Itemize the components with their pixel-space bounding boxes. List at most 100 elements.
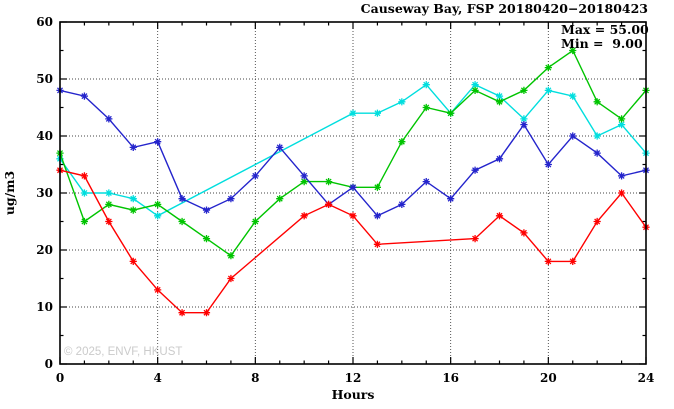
x-tick-label: 8	[251, 371, 259, 385]
series-green-marker	[276, 195, 284, 203]
series-red-marker	[154, 286, 162, 294]
series-blue-marker	[202, 206, 211, 214]
series-blue-marker	[373, 212, 382, 220]
series-green-marker	[617, 115, 626, 123]
y-tick-label: 30	[36, 186, 53, 200]
series-blue-marker	[495, 155, 504, 163]
series-red-marker	[129, 257, 137, 265]
series-green-marker	[227, 252, 235, 260]
series-red-marker	[569, 257, 577, 265]
max-annotation: Max = 55.00	[561, 22, 649, 37]
y-tick-label: 0	[45, 357, 53, 371]
watermark: © 2025, ENVF, HKUST	[64, 346, 182, 358]
series-red	[56, 166, 650, 317]
series-red-marker	[349, 212, 357, 220]
series-blue-marker	[178, 195, 186, 203]
series-cyan-marker	[593, 132, 601, 140]
series-cyan-marker	[398, 98, 406, 106]
chart-title: Causeway Bay, FSP 20180420−20180423	[361, 1, 648, 16]
gridlines	[60, 22, 646, 364]
x-tick-label: 12	[345, 371, 362, 385]
series-blue-marker	[300, 172, 308, 180]
series-cyan-marker	[129, 195, 137, 203]
series-blue-marker	[276, 143, 284, 151]
x-tick-label: 0	[56, 371, 64, 385]
series-blue-marker	[80, 92, 89, 100]
series-red-marker	[593, 217, 601, 226]
series-red-marker	[105, 217, 113, 226]
series-blue-marker	[471, 166, 479, 174]
series-green-marker	[300, 178, 308, 186]
series-blue-marker	[544, 160, 552, 169]
series-blue-marker	[593, 149, 601, 157]
y-tick-label: 20	[36, 243, 53, 257]
series-blue-marker	[227, 195, 235, 203]
series-red-marker	[300, 212, 308, 220]
series-red-marker	[80, 172, 89, 180]
plot-border	[59, 21, 647, 365]
series-blue-marker	[129, 143, 137, 151]
series-green-marker	[202, 235, 211, 243]
x-tick-label: 24	[638, 371, 655, 385]
series-blue-marker	[154, 138, 162, 146]
series-green-marker	[324, 178, 333, 186]
series-cyan-line	[59, 83, 647, 217]
y-tick-label: 10	[36, 300, 53, 314]
series-blue-marker	[422, 178, 430, 186]
y-tick-label: 60	[36, 15, 53, 29]
series-green-marker	[569, 46, 577, 55]
series-red-marker	[617, 189, 626, 197]
series-blue-marker	[251, 172, 259, 180]
y-axis-label: ug/m3	[2, 171, 17, 215]
series-blue-marker	[617, 172, 626, 180]
x-axis-label: Hours	[332, 387, 375, 402]
series-cyan-marker	[154, 212, 162, 220]
series-cyan-marker	[617, 121, 626, 129]
series-blue-marker	[349, 183, 357, 191]
series-green	[56, 46, 650, 260]
tick-labels: 0 4 8 12 16 20 24 0 10 20 30 40 50 60	[36, 15, 654, 385]
series-cyan-marker	[569, 92, 577, 100]
series-red-marker	[324, 200, 333, 208]
series-red-marker	[202, 309, 211, 317]
x-tick-label: 20	[540, 371, 557, 385]
series-green-marker	[154, 200, 162, 208]
min-annotation: Min = 9.00	[561, 36, 643, 51]
data-series	[56, 46, 650, 317]
series-red-marker	[373, 240, 382, 248]
series-green-marker	[495, 98, 504, 106]
series-cyan-marker	[105, 189, 113, 197]
series-blue-marker	[447, 195, 455, 203]
series-green-marker	[593, 98, 601, 106]
series-cyan-marker	[471, 81, 479, 89]
series-red-marker	[544, 257, 552, 265]
series-green-marker	[447, 109, 455, 117]
series-green-marker	[398, 138, 406, 146]
series-blue-marker	[398, 200, 406, 208]
series-cyan-marker	[349, 109, 357, 117]
series-green-marker	[80, 217, 89, 226]
series-red-marker	[495, 212, 504, 220]
y-tick-label: 50	[36, 72, 53, 86]
series-blue-marker	[520, 121, 528, 129]
series-green-marker	[471, 86, 479, 94]
series-cyan-marker	[495, 92, 504, 100]
x-tick-label: 4	[153, 371, 161, 385]
series-cyan-marker	[422, 81, 430, 89]
series-cyan-marker	[520, 115, 528, 123]
series-cyan-marker	[80, 189, 89, 197]
series-red-line	[59, 169, 647, 314]
series-red-marker	[178, 309, 186, 317]
series-blue-marker	[105, 115, 113, 123]
series-red-marker	[227, 274, 235, 283]
series-cyan-marker	[373, 109, 382, 117]
series-cyan-marker	[544, 86, 552, 94]
series-green-marker	[544, 64, 552, 72]
series-red-marker	[520, 229, 528, 237]
series-green-marker	[520, 86, 528, 94]
x-tick-label: 16	[442, 371, 459, 385]
series-red-marker	[471, 235, 479, 243]
series-green-marker	[251, 217, 259, 226]
series-green-marker	[422, 103, 430, 112]
